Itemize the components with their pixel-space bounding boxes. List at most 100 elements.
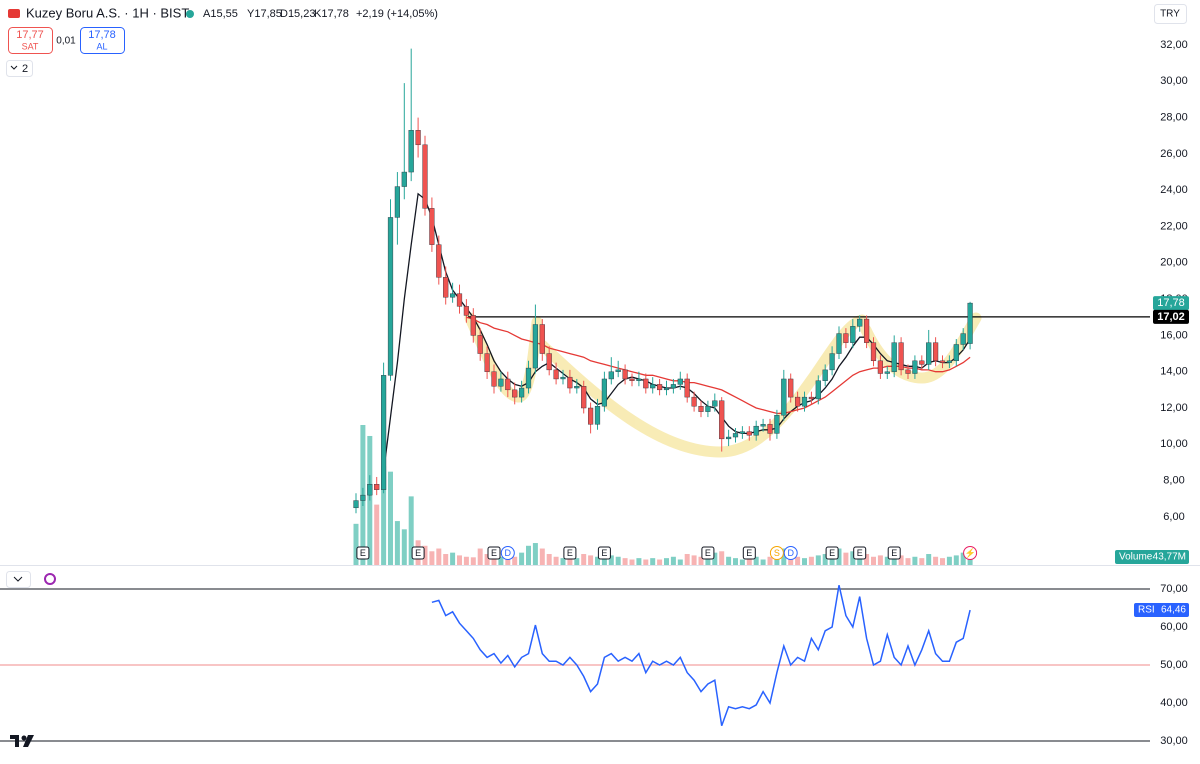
candle-body <box>808 396 815 400</box>
volume-bar <box>498 556 504 565</box>
candle-body <box>939 360 946 363</box>
candle-body <box>401 171 407 187</box>
buy-button[interactable] <box>80 27 125 54</box>
event-label: E <box>891 548 897 558</box>
candle-body <box>367 484 373 496</box>
indicator-toggle[interactable] <box>6 60 33 77</box>
volume-bar <box>512 556 518 565</box>
pane-collapse[interactable] <box>6 571 31 588</box>
candle-body <box>415 130 421 146</box>
candle-body <box>429 208 435 245</box>
candle-body <box>436 244 442 278</box>
volume-bar <box>898 555 904 565</box>
volume-bar <box>891 554 897 565</box>
volume-bar <box>670 556 676 565</box>
volume-bar <box>408 496 414 565</box>
candle-body <box>408 130 414 173</box>
candle-body <box>726 436 732 440</box>
volume-bar <box>919 558 925 565</box>
event-marker <box>742 546 756 560</box>
volume-bar <box>657 559 663 565</box>
candle-body <box>498 378 504 387</box>
volume-bar <box>622 558 628 565</box>
volume-bar <box>539 548 545 565</box>
event-marker <box>853 546 867 560</box>
sell-label: SAT <box>22 41 39 51</box>
line-series <box>466 316 971 415</box>
candle-body <box>450 293 456 298</box>
candle-body <box>926 342 932 365</box>
volume-bar <box>691 555 697 565</box>
candle-body <box>622 369 628 380</box>
volume-name: Volume <box>1119 552 1153 563</box>
level-tag <box>1153 309 1189 324</box>
candle-body <box>898 342 904 371</box>
candle-body <box>822 369 828 381</box>
volume-bar <box>443 554 449 565</box>
event-label: E <box>567 548 573 558</box>
volume-bar <box>822 554 828 565</box>
sell-price: 17,77 <box>16 29 44 41</box>
volume-tag <box>1115 550 1189 564</box>
candle-body <box>470 315 476 336</box>
candle-body <box>505 378 511 391</box>
volume-bar <box>933 556 939 565</box>
y-tick-label: 26,00 <box>1160 148 1188 160</box>
volume-bar <box>788 555 794 565</box>
event-label: E <box>360 548 366 558</box>
event-marker <box>411 546 425 560</box>
event-marker <box>825 546 839 560</box>
volume-bar <box>795 556 801 565</box>
volume-bar <box>843 552 849 565</box>
candle-body <box>960 333 966 345</box>
volume-bar <box>505 558 511 565</box>
volume-bar <box>726 556 732 565</box>
y-tick-label: 6,00 <box>1163 511 1184 523</box>
indicator-count: 2 <box>22 63 28 75</box>
logo-part <box>21 735 27 741</box>
event-label: S <box>774 548 780 558</box>
volume-bar <box>664 558 669 565</box>
y-tick-label: 14,00 <box>1160 366 1188 378</box>
candle-body <box>629 378 635 381</box>
candle-body <box>933 342 939 362</box>
candle-body <box>615 369 621 372</box>
last-price-label: 17,78 <box>1157 297 1185 309</box>
candle-body <box>381 375 387 490</box>
volume-bar <box>836 548 842 565</box>
candle-body <box>919 360 925 365</box>
volume-bar <box>802 558 807 565</box>
candle-body <box>684 378 690 398</box>
volume-bar <box>608 555 614 565</box>
volume-bar <box>463 556 469 565</box>
candle-body <box>801 396 808 407</box>
volume-bar <box>684 554 690 565</box>
volume-bar <box>767 556 773 565</box>
candle-body <box>525 367 532 389</box>
y-tick-label: 24,00 <box>1160 184 1188 196</box>
refresh-icon[interactable] <box>44 573 56 585</box>
candle-body <box>884 371 890 374</box>
event-label: E <box>491 548 497 558</box>
ohlc-change: +2,19 (+14,05%) <box>356 8 438 20</box>
volume-bar <box>532 543 538 565</box>
volume-bar <box>353 523 359 565</box>
candle-body <box>574 386 580 389</box>
volume-bar <box>477 548 483 565</box>
volume-bar <box>733 558 738 565</box>
candle-body <box>387 217 394 376</box>
sell-button[interactable] <box>8 27 53 54</box>
volume-bar <box>436 548 442 565</box>
volume-bar <box>560 558 566 565</box>
event-label: E <box>601 548 607 558</box>
candle-body <box>581 386 587 409</box>
candle-body <box>360 494 366 501</box>
y-tick-label: 16,00 <box>1160 329 1188 341</box>
candle-body <box>767 424 773 434</box>
currency-button[interactable] <box>1154 4 1187 24</box>
event-marker <box>963 546 978 560</box>
event-marker <box>783 546 798 560</box>
candle-body <box>539 324 545 354</box>
volume-bar <box>643 559 649 565</box>
